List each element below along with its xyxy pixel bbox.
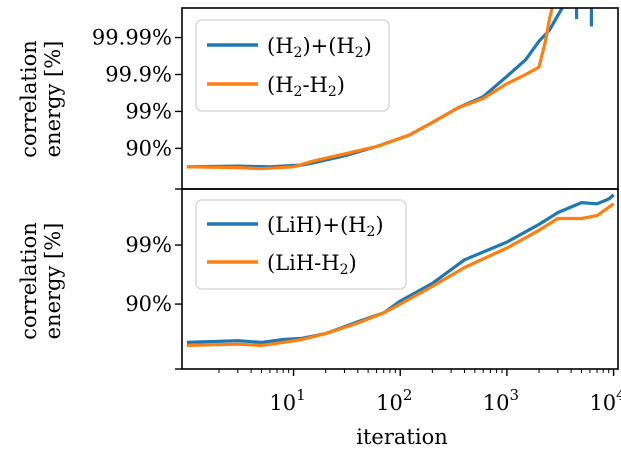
top-y-tick-label-2: 99.9% bbox=[105, 62, 172, 86]
bottom-plot-frame bbox=[181, 188, 619, 370]
x-tick-label-2: 103 bbox=[483, 386, 519, 415]
bottom-y-tick-label-1: 99% bbox=[125, 233, 172, 257]
top-y-tick-label-0: 90% bbox=[125, 136, 172, 160]
top-legend: (H2)+(H2) (H2-H2) bbox=[195, 19, 390, 112]
top-y-label-line1: correlation bbox=[17, 40, 41, 157]
top-series-1-line bbox=[186, 8, 554, 171]
bottom-series-lines bbox=[186, 193, 615, 347]
bottom-y-tick-label-0: 90% bbox=[125, 292, 172, 316]
bottom-series-1-line bbox=[186, 202, 615, 347]
x-tick-label-1: 102 bbox=[376, 386, 412, 415]
top-legend-label-orange: (H2-H2) bbox=[267, 73, 345, 100]
top-legend-label-blue: (H2)+(H2) bbox=[267, 34, 372, 61]
bottom-series-0-line bbox=[186, 193, 615, 344]
bottom-panel: 90% 99% 101 102 103 104 correlation energy [… bbox=[17, 188, 621, 449]
x-tick-label-3: 104 bbox=[589, 386, 621, 415]
bottom-y-label-line1: correlation bbox=[17, 222, 41, 339]
bottom-y-ticks: 90% 99% bbox=[125, 233, 182, 370]
top-panel: 90% 99% 99.9% 99.99% correlation energy [%]… bbox=[17, 7, 619, 190]
x-tick-label-0: 101 bbox=[269, 386, 305, 415]
bottom-legend-label-blue: (LiH)+(H2) bbox=[267, 213, 384, 240]
top-series-lines bbox=[186, 8, 593, 171]
top-y-tick-label-1: 99% bbox=[125, 99, 172, 123]
bottom-y-label-line2: energy [%] bbox=[41, 223, 65, 340]
bottom-x-ticks: 101 102 103 104 bbox=[218, 369, 621, 415]
bottom-legend-label-orange: (LiH-H2) bbox=[267, 251, 357, 278]
top-y-ticks: 90% 99% 99.9% 99.99% bbox=[92, 26, 182, 190]
top-legend-box bbox=[195, 19, 390, 112]
bottom-x-label: iteration bbox=[356, 425, 447, 449]
top-y-tick-label-3: 99.99% bbox=[92, 26, 172, 50]
top-y-label-line2: energy [%] bbox=[41, 41, 65, 158]
bottom-legend: (LiH)+(H2) (LiH-H2) bbox=[195, 199, 407, 290]
